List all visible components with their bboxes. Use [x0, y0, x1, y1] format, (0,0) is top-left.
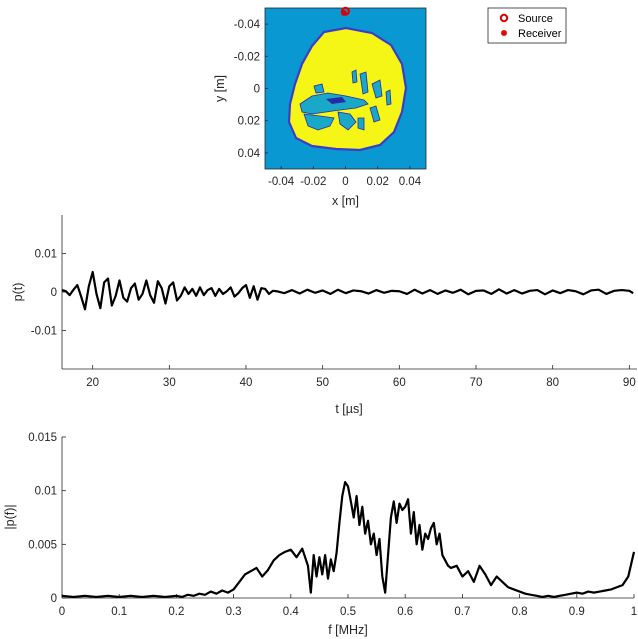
spectrum-panel: 0 0.1 0.2 0.3 0.4 0.5 0.6 0.7 0.8 0.9 1 0 0.005 0.01 0…	[3, 432, 637, 637]
time-x-tick-label: 70	[470, 377, 483, 389]
freq-y-tick-label: 0	[51, 593, 57, 605]
freq-y-axis-label: |p(f)|	[3, 504, 17, 529]
freq-x-tick-label: 0.3	[226, 606, 242, 618]
freq-x-tick-label: 0.5	[340, 606, 356, 618]
map-y-axis-label: y [m]	[213, 75, 227, 102]
legend-receiver-marker	[501, 30, 507, 36]
legend: Source Receiver	[487, 7, 567, 44]
map-x-tick-label: 0	[342, 176, 348, 188]
map-y-tick-label: 0.02	[238, 116, 260, 128]
inclusion-regions	[299, 69, 392, 131]
time-signal-panel: 20 30 40 50 60 70 80 90 -0.01 0 0.01 t [µs] p(t)	[11, 215, 637, 416]
freq-x-tick-label: 0.9	[569, 606, 585, 618]
time-y-tick-label: 0.01	[35, 249, 57, 261]
time-x-tick-label: 20	[86, 377, 99, 389]
map-y-tick-label: 0	[254, 84, 260, 96]
freq-x-tick-label: 0.8	[512, 606, 528, 618]
time-y-tick-label: 0	[51, 287, 57, 299]
freq-x-tick-label: 0.4	[283, 606, 300, 618]
map-x-tick-label: -0.04	[268, 176, 295, 188]
map-x-tick-label: -0.02	[300, 176, 326, 188]
map-x-tick-label: 0.04	[399, 176, 422, 188]
freq-x-tick-label: 0.1	[111, 606, 127, 618]
time-x-tick-label: 80	[546, 377, 559, 389]
map-y-tick-label: 0.04	[238, 148, 261, 160]
legend-source-label: Source	[518, 13, 553, 25]
map-y-tick-label: -0.02	[234, 51, 260, 63]
freq-y-tick-label: 0.01	[35, 486, 57, 498]
receiver-marker	[340, 9, 347, 16]
spectrum-line	[62, 480, 636, 598]
map-y-ticks: -0.04 -0.02 0 0.02 0.04	[234, 19, 268, 160]
legend-source-marker	[499, 13, 509, 23]
time-x-tick-label: 90	[623, 377, 636, 389]
map-panel: -0.04 -0.02 0 0.02 0.04 -0.04-0.0200.020.04 …	[213, 6, 427, 208]
map-y-tick-label: -0.04	[234, 19, 261, 31]
time-ticks: 20 30 40 50 60 70 80 90 -0.01 0 0.01	[31, 249, 636, 390]
map-x-tick-label: 0.02	[367, 176, 389, 188]
map-markers	[340, 6, 351, 16]
freq-y-tick-label: 0.005	[28, 539, 57, 551]
legend-box	[487, 7, 567, 44]
time-x-tick-label: 40	[240, 377, 253, 389]
time-y-tick-label: -0.01	[31, 326, 57, 338]
core-region	[326, 97, 346, 104]
freq-x-tick-label: 0.2	[168, 606, 184, 618]
freq-ticks: 0 0.1 0.2 0.3 0.4 0.5 0.6 0.7 0.8 0.9 1 0 0.005 0.01 0…	[28, 432, 637, 618]
time-x-tick-label: 30	[163, 377, 176, 389]
freq-x-tick-label: 1	[631, 606, 637, 618]
time-x-axis-label: t [µs]	[335, 402, 362, 416]
time-signal-line	[62, 270, 634, 311]
freq-x-axis-label: f [MHz]	[328, 623, 368, 637]
freq-y-tick-label: 0.015	[28, 432, 57, 444]
freq-x-tick-label: 0	[59, 606, 65, 618]
time-y-axis-label: p(t)	[11, 283, 25, 302]
legend-receiver-label: Receiver	[518, 28, 562, 40]
time-x-tick-label: 60	[393, 377, 406, 389]
freq-x-tick-label: 0.6	[397, 606, 413, 618]
freq-x-tick-label: 0.7	[454, 606, 470, 618]
map-x-axis-label: x [m]	[332, 194, 359, 208]
map-x-ticks: -0.04 -0.02 0 0.02 0.04	[268, 166, 422, 188]
time-x-tick-label: 50	[316, 377, 329, 389]
